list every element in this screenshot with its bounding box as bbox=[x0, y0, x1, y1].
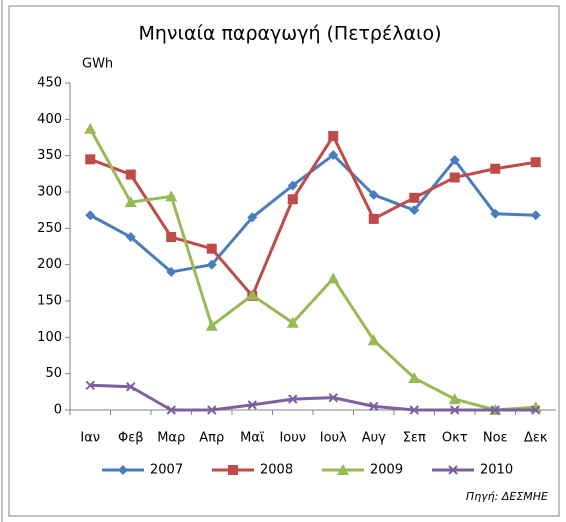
y-tick-label: 300 bbox=[37, 185, 62, 200]
data-point bbox=[85, 154, 96, 165]
data-point bbox=[288, 394, 298, 404]
y-tick-label: 200 bbox=[37, 257, 62, 272]
data-point bbox=[165, 190, 178, 202]
data-point bbox=[125, 232, 136, 243]
data-point bbox=[166, 266, 177, 277]
data-point bbox=[125, 169, 136, 180]
data-point bbox=[450, 405, 460, 415]
chart-title: Μηνιαία παραγωγή (Πετρέλαιο) bbox=[139, 23, 442, 45]
legend-label: 2009 bbox=[370, 463, 403, 478]
data-point bbox=[207, 405, 217, 415]
data-point bbox=[166, 232, 177, 243]
data-point bbox=[490, 163, 501, 174]
data-point bbox=[368, 213, 379, 224]
data-point bbox=[206, 243, 217, 254]
x-tick-label: Μαρ bbox=[157, 431, 185, 446]
x-tick-label: Δεκ bbox=[524, 431, 548, 446]
x-tick-label: Ιουλ bbox=[320, 431, 347, 446]
data-point bbox=[246, 289, 259, 301]
data-point bbox=[247, 212, 258, 223]
data-point bbox=[126, 382, 136, 392]
y-tick-label: 400 bbox=[37, 112, 62, 127]
data-point bbox=[408, 372, 421, 384]
data-point bbox=[206, 259, 217, 270]
data-point bbox=[449, 155, 460, 166]
legend-marker bbox=[337, 464, 349, 475]
data-point bbox=[490, 208, 501, 219]
data-point bbox=[85, 380, 95, 391]
y-tick-label: 100 bbox=[37, 330, 62, 345]
x-tick-label: Απρ bbox=[199, 431, 224, 446]
x-tick-label: Σεπ bbox=[403, 431, 426, 446]
data-point bbox=[287, 180, 298, 191]
data-point bbox=[448, 393, 461, 405]
data-point bbox=[328, 392, 338, 403]
x-tick-label: Νοε bbox=[483, 431, 508, 446]
chart-frame bbox=[8, 5, 560, 517]
legend-marker bbox=[448, 465, 458, 475]
data-point bbox=[247, 400, 257, 410]
data-point bbox=[409, 405, 419, 415]
source: Πηγή: ΔΕΣΜΗΕ bbox=[466, 490, 548, 503]
data-point bbox=[205, 319, 218, 331]
data-point bbox=[530, 157, 541, 168]
data-point bbox=[286, 316, 299, 328]
series-line bbox=[89, 134, 536, 298]
series-line bbox=[90, 383, 536, 412]
y-tick-label: 350 bbox=[37, 148, 62, 163]
y-tick-label: 0 bbox=[54, 403, 62, 418]
data-point bbox=[490, 405, 500, 415]
y-axis-label: GWh bbox=[82, 57, 113, 72]
y-tick-label: 250 bbox=[37, 221, 62, 236]
data-point bbox=[84, 122, 97, 134]
series-line bbox=[88, 128, 536, 412]
data-point bbox=[367, 334, 380, 346]
y-tick-label: 450 bbox=[37, 76, 62, 91]
data-point bbox=[409, 205, 420, 216]
y-tick-label: 150 bbox=[37, 294, 62, 309]
data-point bbox=[531, 405, 541, 415]
legend-marker bbox=[118, 465, 128, 475]
data-point bbox=[369, 401, 379, 412]
x-tick-label: Φεβ bbox=[118, 431, 144, 446]
legend-label: 2010 bbox=[480, 463, 513, 478]
legend-marker bbox=[228, 465, 238, 475]
data-point bbox=[328, 131, 339, 142]
data-point bbox=[449, 172, 460, 183]
legend-label: 2007 bbox=[150, 463, 183, 478]
data-point bbox=[328, 149, 339, 160]
data-point bbox=[409, 192, 420, 203]
x-tick-label: Οκτ bbox=[442, 431, 468, 446]
data-point bbox=[327, 272, 340, 284]
y-tick-label: 50 bbox=[45, 366, 62, 381]
data-point bbox=[85, 210, 96, 221]
data-point bbox=[124, 196, 137, 208]
data-point bbox=[530, 210, 541, 221]
x-tick-label: Μαϊ bbox=[240, 431, 265, 446]
data-point bbox=[287, 194, 298, 205]
x-tick-label: Ιουν bbox=[279, 431, 306, 446]
legend-label: 2008 bbox=[260, 463, 293, 478]
x-tick-label: Ιαν bbox=[80, 431, 100, 446]
x-tick-label: Αυγ bbox=[362, 431, 386, 446]
data-point bbox=[166, 405, 176, 415]
data-point bbox=[368, 189, 379, 200]
